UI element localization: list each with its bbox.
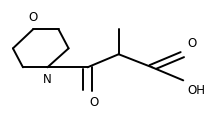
Text: O: O (28, 11, 38, 24)
Text: O: O (89, 96, 98, 109)
Text: OH: OH (188, 84, 206, 97)
Text: N: N (43, 72, 52, 86)
Text: O: O (188, 37, 197, 50)
